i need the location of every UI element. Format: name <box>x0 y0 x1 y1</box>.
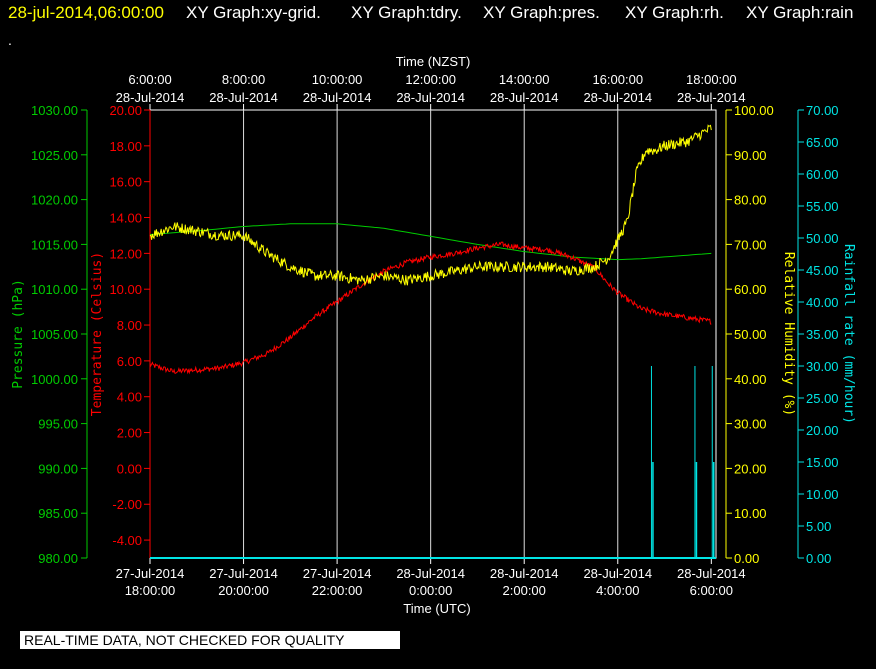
temperature-axis-tick-label: 6.00 <box>117 354 142 369</box>
temperature-axis-tick-label: 12.00 <box>109 246 142 261</box>
humidity-axis-tick-label: 60.00 <box>734 282 767 297</box>
rain-axis-tick-label: 45.00 <box>806 263 839 278</box>
rain-axis-tick-label: 65.00 <box>806 135 839 150</box>
rain-axis-tick-label: 10.00 <box>806 487 839 502</box>
top-axis-tick-date: 28-Jul-2014 <box>490 90 559 105</box>
top-axis-tick-time: 18:00:00 <box>686 72 737 87</box>
pressure-axis-tick-label: 1015.00 <box>31 237 78 252</box>
temperature-axis-tick-label: 4.00 <box>117 390 142 405</box>
temperature-axis-tick-label: 14.00 <box>109 211 142 226</box>
temperature-axis-tick-label: 18.00 <box>109 139 142 154</box>
rain-axis-tick-label: 55.00 <box>806 199 839 214</box>
humidity-axis-tick-label: 70.00 <box>734 237 767 252</box>
temperature-axis-title: Temperature (Celsius) <box>90 252 105 416</box>
bottom-axis-tick-date: 28-Jul-2014 <box>396 566 465 581</box>
pressure-axis-tick-label: 980.00 <box>38 551 78 566</box>
rain-axis-tick-label: 30.00 <box>806 359 839 374</box>
bottom-axis-tick-time: 6:00:00 <box>690 583 733 598</box>
rain-axis-tick-label: 25.00 <box>806 391 839 406</box>
temperature-axis-tick-label: -4.00 <box>112 533 142 548</box>
humidity-axis-tick-label: 0.00 <box>734 551 759 566</box>
pressure-series-line <box>149 223 712 261</box>
bottom-axis-tick-date: 28-Jul-2014 <box>677 566 746 581</box>
top-axis-tick-time: 8:00:00 <box>222 72 265 87</box>
temperature-axis-tick-label: 20.00 <box>109 103 142 118</box>
humidity-axis-tick-label: 20.00 <box>734 461 767 476</box>
pressure-axis-tick-label: 1020.00 <box>31 193 78 208</box>
top-axis-tick-time: 14:00:00 <box>499 72 550 87</box>
top-axis-tick-date: 28-Jul-2014 <box>583 90 652 105</box>
humidity-axis-tick-label: 90.00 <box>734 148 767 163</box>
bottom-axis-tick-time: 0:00:00 <box>409 583 452 598</box>
pressure-axis-tick-label: 1025.00 <box>31 148 78 163</box>
pressure-axis-tick-label: 1000.00 <box>31 372 78 387</box>
temperature-axis-tick-label: 8.00 <box>117 318 142 333</box>
pressure-axis-tick-label: 990.00 <box>38 461 78 476</box>
plot-frame <box>149 109 717 559</box>
temperature-axis-tick-label: 16.00 <box>109 175 142 190</box>
bottom-axis-tick-time: 20:00:00 <box>218 583 269 598</box>
temperature-axis-tick-label: -2.00 <box>112 497 142 512</box>
pressure-axis-tick-label: 985.00 <box>38 506 78 521</box>
pressure-axis-tick-label: 1030.00 <box>31 103 78 118</box>
bottom-axis-tick-date: 27-Jul-2014 <box>209 566 278 581</box>
header-dot: . <box>8 32 12 48</box>
pressure-axis-title: Pressure (hPa) <box>11 279 26 389</box>
header-timestamp: 28-jul-2014,06:00:00 <box>8 3 164 22</box>
rain-axis-tick-label: 5.00 <box>806 519 831 534</box>
bottom-axis-title: Time (UTC) <box>403 601 470 616</box>
bottom-axis-tick-date: 28-Jul-2014 <box>583 566 652 581</box>
top-axis-tick-date: 28-Jul-2014 <box>209 90 278 105</box>
temperature-axis-tick-label: 10.00 <box>109 282 142 297</box>
humidity-axis-tick-label: 30.00 <box>734 417 767 432</box>
rain-axis-tick-label: 40.00 <box>806 295 839 310</box>
bottom-axis-tick-date: 27-Jul-2014 <box>303 566 372 581</box>
header-graph-rh: XY Graph:rh. <box>625 3 724 22</box>
rain-axis-tick-label: 15.00 <box>806 455 839 470</box>
top-axis-tick-time: 16:00:00 <box>592 72 643 87</box>
top-axis-tick-time: 12:00:00 <box>405 72 456 87</box>
rain-axis-tick-label: 0.00 <box>806 551 831 566</box>
quality-notice: REAL-TIME DATA, NOT CHECKED FOR QUALITY <box>20 631 400 649</box>
pressure-axis-tick-label: 1010.00 <box>31 282 78 297</box>
rain-axis-tick-label: 60.00 <box>806 167 839 182</box>
humidity-series-line <box>149 124 712 287</box>
humidity-axis-tick-label: 10.00 <box>734 506 767 521</box>
humidity-axis-tick-label: 100.00 <box>734 103 774 118</box>
top-axis-tick-time: 10:00:00 <box>312 72 363 87</box>
bottom-axis-tick-date: 28-Jul-2014 <box>490 566 559 581</box>
humidity-axis-tick-label: 80.00 <box>734 193 767 208</box>
rain-axis-title: Rainfall rate (mm/hour) <box>841 244 856 424</box>
top-axis-tick-date: 28-Jul-2014 <box>677 90 746 105</box>
bottom-axis-tick-time: 22:00:00 <box>312 583 363 598</box>
pressure-axis-tick-label: 1005.00 <box>31 327 78 342</box>
pressure-axis-tick-label: 995.00 <box>38 417 78 432</box>
temperature-axis-tick-label: 2.00 <box>117 426 142 441</box>
rain-axis-tick-label: 35.00 <box>806 327 839 342</box>
top-axis-tick-time: 6:00:00 <box>128 72 171 87</box>
temperature-axis-tick-label: 0.00 <box>117 461 142 476</box>
rain-axis-tick-label: 50.00 <box>806 231 839 246</box>
header-graph-tdry: XY Graph:tdry. <box>351 3 462 22</box>
top-axis-title: Time (NZST) <box>396 54 471 69</box>
top-axis-tick-date: 28-Jul-2014 <box>396 90 465 105</box>
top-axis-tick-date: 28-Jul-2014 <box>116 90 185 105</box>
header-graph-xy-grid: XY Graph:xy-grid. <box>186 3 321 22</box>
rain-axis-tick-label: 70.00 <box>806 103 839 118</box>
top-axis-tick-date: 28-Jul-2014 <box>303 90 372 105</box>
bottom-axis-tick-time: 18:00:00 <box>125 583 176 598</box>
bottom-axis-tick-time: 2:00:00 <box>503 583 546 598</box>
header-graph-pres: XY Graph:pres. <box>483 3 600 22</box>
bottom-axis-tick-time: 4:00:00 <box>596 583 639 598</box>
humidity-axis-tick-label: 40.00 <box>734 372 767 387</box>
humidity-axis-title: Relative Humidity (%) <box>781 252 796 416</box>
header-graph-rain: XY Graph:rain <box>746 3 854 22</box>
humidity-axis-tick-label: 50.00 <box>734 327 767 342</box>
bottom-axis-tick-date: 27-Jul-2014 <box>116 566 185 581</box>
rain-axis-tick-label: 20.00 <box>806 423 839 438</box>
temperature-series-line <box>149 241 712 375</box>
